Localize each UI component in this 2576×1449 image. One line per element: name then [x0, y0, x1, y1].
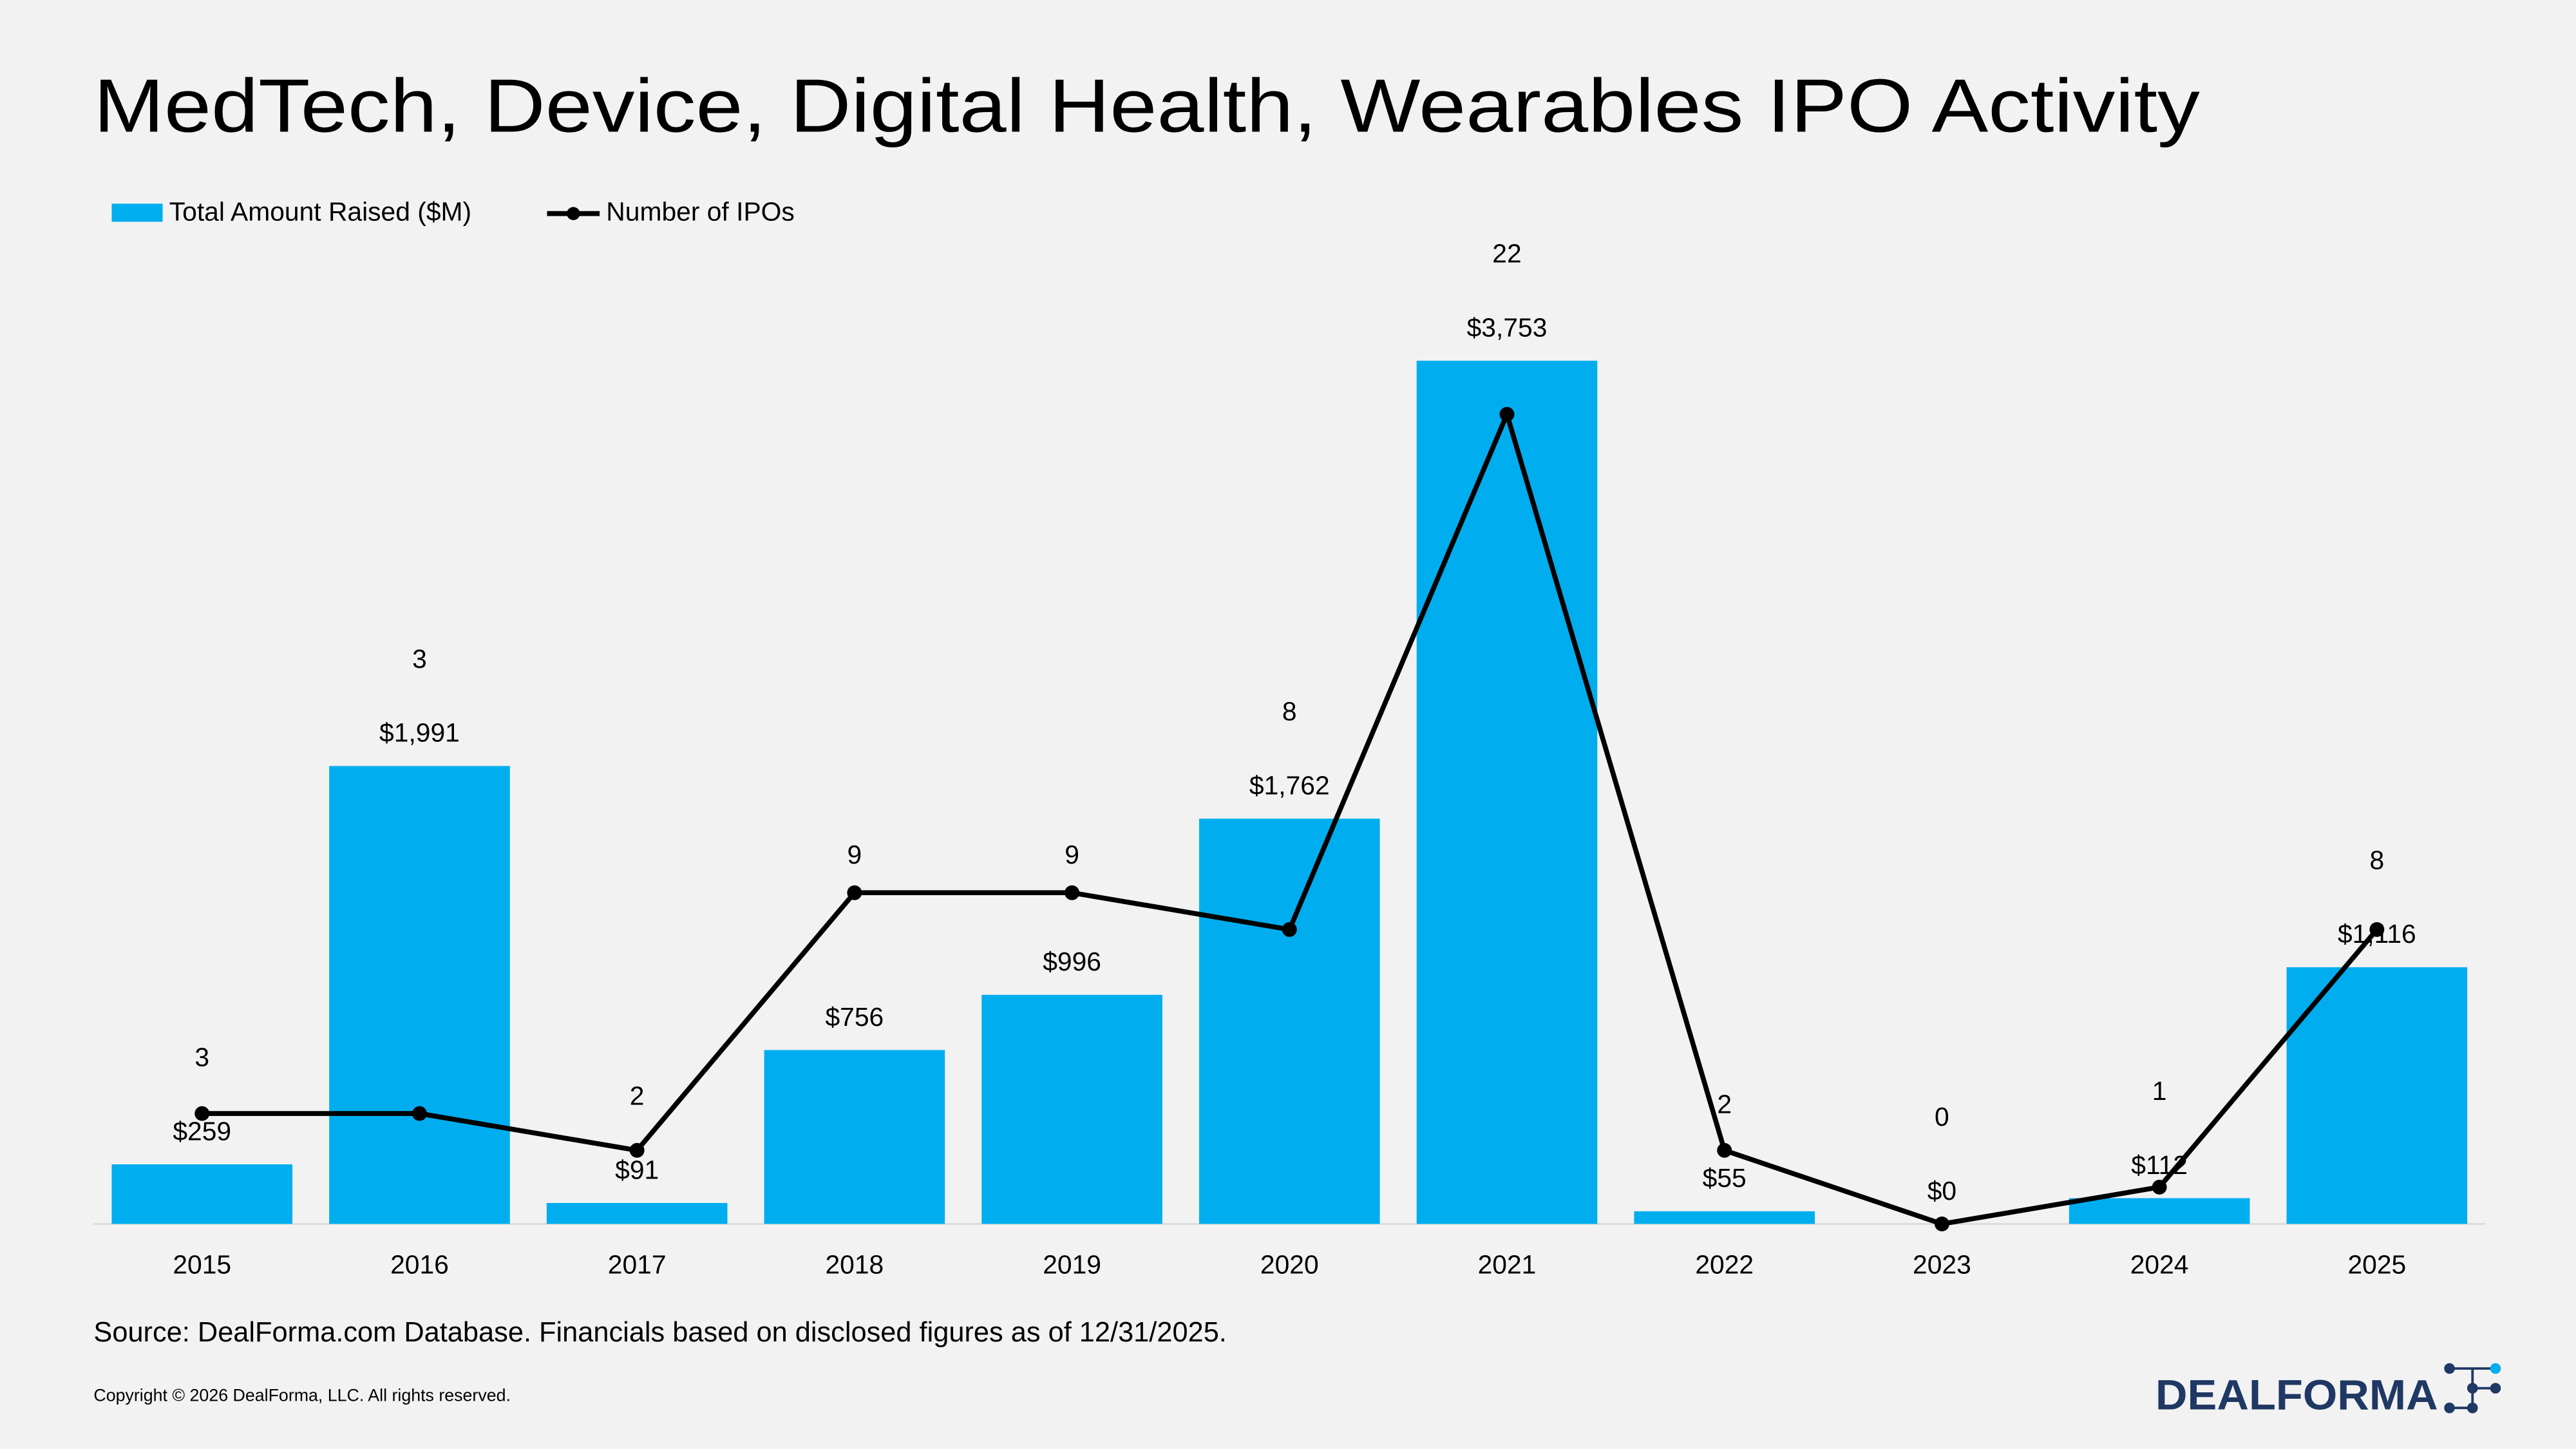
line-point [1065, 885, 1080, 900]
bar [1634, 1211, 1815, 1224]
bar-value-label: $259 [173, 1116, 231, 1146]
x-tick-label: 2017 [608, 1250, 667, 1280]
x-tick-label: 2022 [1695, 1250, 1754, 1280]
line-value-label: 2 [630, 1081, 645, 1111]
bar [981, 994, 1162, 1224]
bar-value-label: $91 [615, 1155, 659, 1184]
x-tick-label: 2024 [2130, 1250, 2189, 1280]
legend-label: Total Amount Raised ($M) [169, 196, 471, 226]
x-tick-label: 2021 [1478, 1250, 1537, 1280]
bar-value-label: $996 [1043, 947, 1101, 976]
line-value-label: 8 [2369, 845, 2384, 875]
line-value-label: 9 [848, 840, 862, 869]
line-value-label: 1 [2152, 1076, 2167, 1106]
bar [546, 1203, 728, 1224]
legend-swatch [111, 204, 163, 222]
bar-value-label: $1,762 [1249, 771, 1330, 800]
bar [1198, 819, 1380, 1224]
bar-value-label: $3,753 [1467, 312, 1548, 342]
copyright: Copyright © 2026 DealForma, LLC. All rig… [93, 1385, 511, 1405]
line-value-label: 3 [194, 1043, 209, 1072]
x-tick-label: 2018 [825, 1250, 884, 1280]
line-point [2369, 922, 2385, 937]
legend-label: Number of IPOs [606, 196, 794, 226]
x-tick-label: 2020 [1260, 1250, 1319, 1280]
source-note: Source: DealForma.com Database. Financia… [93, 1317, 1226, 1348]
logo-text: DEALFORMA [2155, 1371, 2438, 1419]
legend-marker [567, 207, 580, 220]
bar [329, 766, 510, 1224]
line-value-label: 3 [412, 644, 427, 674]
logo-icon [2444, 1363, 2501, 1414]
x-tick-label: 2025 [2347, 1250, 2406, 1280]
bar [111, 1164, 293, 1224]
line-point [412, 1106, 427, 1121]
line-point [1934, 1217, 1949, 1231]
x-tick-label: 2015 [173, 1250, 231, 1280]
line-value-label: 2 [1717, 1089, 1732, 1119]
x-tick-label: 2016 [390, 1250, 449, 1280]
bar [1416, 361, 1598, 1224]
line-point [2152, 1179, 2167, 1195]
line-value-label: 8 [1282, 697, 1297, 726]
x-tick-label: 2019 [1043, 1250, 1101, 1280]
bar-value-label: $0 [1927, 1176, 1956, 1206]
line-point [1282, 922, 1297, 937]
line-value-label: 22 [1492, 239, 1521, 269]
bar-value-label: $756 [825, 1002, 884, 1032]
bar [2286, 967, 2468, 1224]
line-value-label: 0 [1935, 1102, 1949, 1132]
line-value-label: 9 [1065, 840, 1079, 869]
x-tick-label: 2023 [1913, 1250, 1971, 1280]
logo: DEALFORMA [2155, 1363, 2501, 1419]
chart-title: MedTech, Device, Digital Health, Wearabl… [93, 63, 2200, 147]
line-point [847, 885, 862, 900]
line-point [1499, 406, 1515, 422]
line-point [629, 1142, 645, 1158]
bar [2069, 1198, 2250, 1224]
bar-value-label: $55 [1703, 1163, 1747, 1193]
line-point [194, 1106, 210, 1121]
bar [764, 1050, 945, 1224]
line-point [1717, 1142, 1732, 1158]
bar-value-label: $1,991 [379, 718, 460, 748]
